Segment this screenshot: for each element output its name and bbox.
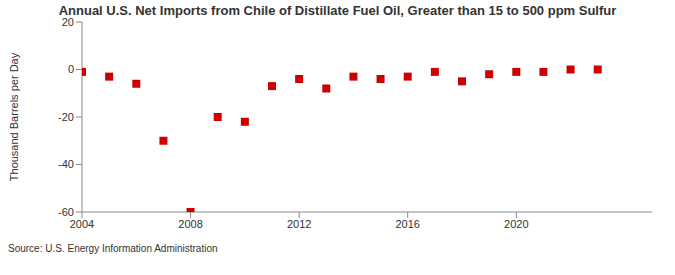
svg-text:0: 0 [68, 63, 74, 75]
svg-text:Thousand Barrels per Day: Thousand Barrels per Day [8, 52, 20, 181]
html-text:Source: U.S. Energy Informatio: Source: U.S. Energy Information Administ… [8, 243, 218, 254]
svg-text:20: 20 [62, 16, 74, 28]
svg-text:2004: 2004 [70, 218, 94, 230]
svg-text:-60: -60 [58, 206, 74, 218]
svg-text:2012: 2012 [287, 218, 311, 230]
svg-text:2016: 2016 [395, 218, 419, 230]
svg-text:-40: -40 [58, 158, 74, 170]
html-text:Annual U.S. Net Imports from C: Annual U.S. Net Imports from Chile of Di… [58, 3, 617, 18]
svg-text:-20: -20 [58, 111, 74, 123]
svg-text:2008: 2008 [178, 218, 202, 230]
svg-text:2020: 2020 [504, 218, 528, 230]
